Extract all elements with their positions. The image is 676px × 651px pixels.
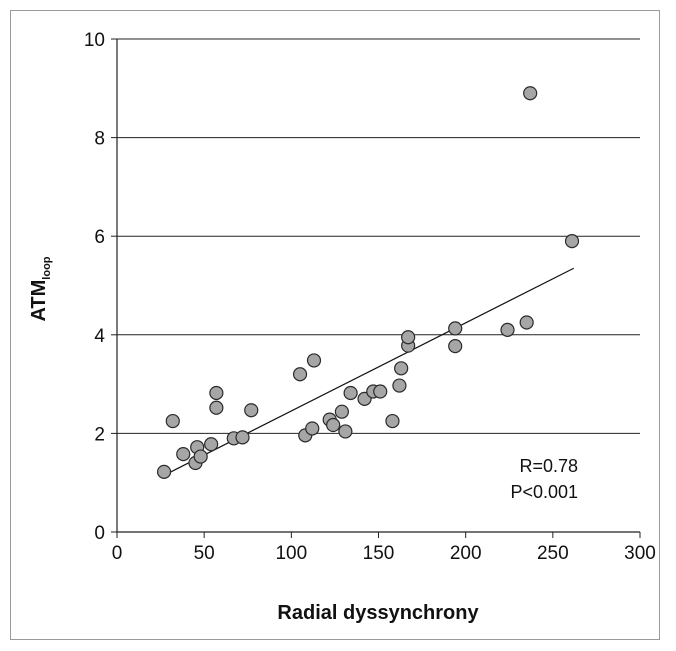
y-tick-label-2: 4 [94,326,105,347]
data-point-11 [244,403,259,418]
x-tick-label-2: 100 [275,543,307,564]
trendline [163,267,575,476]
data-point-2 [176,447,191,462]
x-tick-label-6: 300 [624,543,656,564]
y-tick-label-5: 10 [84,30,105,51]
x-tick-label-5: 250 [537,543,569,564]
data-point-5 [193,449,208,464]
data-point-12 [292,367,308,382]
gridlines [117,38,640,434]
data-point-26 [394,361,409,376]
data-point-29 [448,321,463,336]
data-point-32 [519,315,534,330]
x-axis-title: Radial dyssynchrony [277,602,479,624]
x-tick-label-4: 200 [450,543,482,564]
data-point-14 [305,421,320,436]
x-tick-label-0: 0 [112,543,123,564]
data-point-31 [500,322,515,337]
y-axis-title-sub: loop [41,256,53,279]
y-tick-label-0: 0 [94,523,105,544]
y-tick-label-3: 6 [94,227,105,248]
data-point-19 [338,424,353,439]
chart-frame [10,10,660,640]
data-point-6 [204,437,219,452]
data-point-34 [564,234,580,249]
y-axis-title: ATMloop [28,256,53,321]
data-point-17 [326,417,341,433]
axes [111,38,641,538]
data-point-18 [334,404,349,419]
y-axis-title-main: ATM [28,280,50,322]
trendline-group [163,267,575,476]
p-value-annotation: P<0.001 [510,482,578,502]
y-tick-label-4: 8 [94,129,105,150]
data-point-0 [156,464,172,479]
data-point-33 [523,86,538,101]
data-point-20 [343,385,358,401]
data-point-30 [448,339,463,354]
data-point-24 [385,413,400,429]
data-point-7 [209,400,224,415]
data-point-10 [235,430,250,445]
data-point-23 [373,384,388,399]
data-point-8 [209,385,224,401]
y-tick-label-1: 2 [94,424,105,445]
data-point-28 [401,330,416,345]
data-point-15 [306,353,322,368]
x-tick-label-1: 50 [194,543,215,564]
data-point-25 [392,378,407,393]
correlation-annotation: R=0.78 [519,456,578,476]
data-point-1 [165,413,180,429]
data-points [156,86,580,479]
x-tick-label-3: 150 [363,543,395,564]
